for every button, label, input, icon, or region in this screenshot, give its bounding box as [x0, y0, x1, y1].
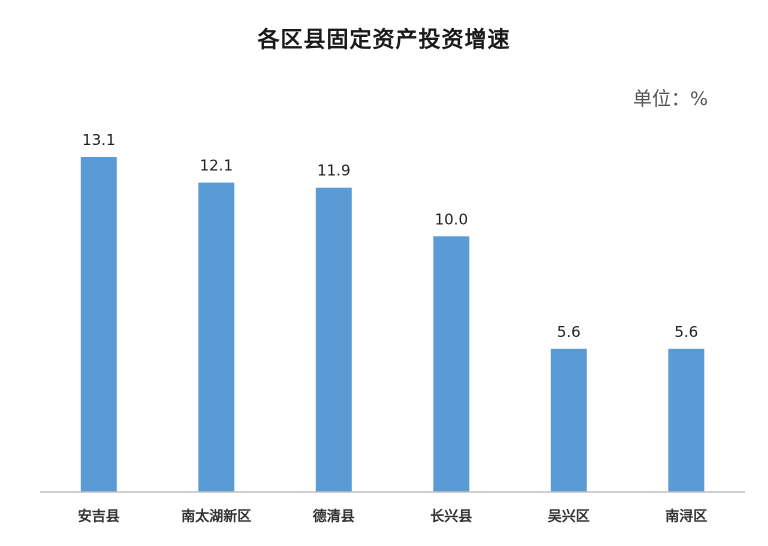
bar-6	[668, 348, 705, 492]
bar-4	[433, 236, 470, 492]
value-label-2: 12.1	[200, 157, 233, 175]
category-label-2: 南太湖新区	[181, 508, 251, 525]
category-labels-layer: 安吉县 南太湖新区 德清县 长兴县 吴兴区 南浔区	[78, 508, 707, 525]
category-label-5: 吴兴区	[548, 508, 590, 525]
category-label-3: 德清县	[313, 508, 355, 525]
bar-3	[315, 187, 352, 492]
bar-5	[550, 348, 587, 492]
value-label-5: 5.6	[557, 323, 581, 341]
category-label-4: 长兴县	[430, 508, 472, 525]
unit-label: 单位：%	[632, 88, 708, 110]
category-label-1: 安吉县	[78, 508, 120, 525]
bar-2	[198, 182, 235, 492]
value-label-1: 13.1	[82, 131, 115, 149]
chart-title: 各区县固定资产投资增速	[257, 28, 511, 53]
bar-1	[80, 157, 117, 492]
value-labels-layer: 13.1 12.1 11.9 10.0 5.6 5.6	[82, 131, 698, 341]
category-label-6: 南浔区	[665, 508, 707, 525]
value-label-6: 5.6	[674, 323, 698, 341]
value-label-4: 10.0	[435, 210, 468, 228]
bars-layer	[80, 157, 705, 492]
value-label-3: 11.9	[317, 162, 350, 180]
